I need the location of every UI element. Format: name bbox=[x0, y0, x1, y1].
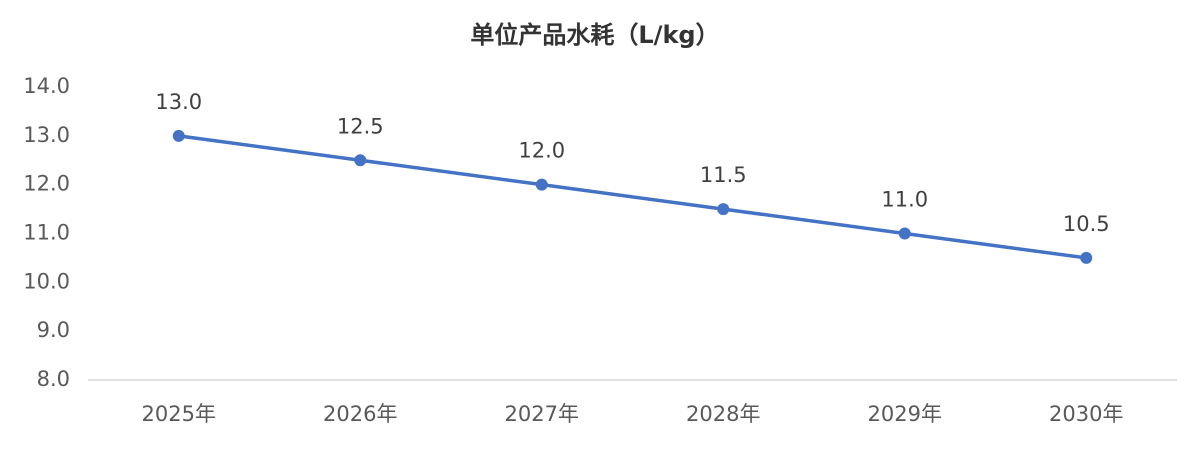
x-tick-label: 2028年 bbox=[686, 402, 760, 426]
y-tick-label: 11.0 bbox=[23, 221, 70, 245]
data-label: 13.0 bbox=[155, 90, 202, 114]
data-label: 11.0 bbox=[881, 188, 928, 212]
data-label: 12.0 bbox=[518, 139, 565, 163]
y-tick-label: 14.0 bbox=[23, 74, 70, 98]
y-tick-label: 9.0 bbox=[37, 318, 70, 342]
y-tick-label: 10.0 bbox=[23, 269, 70, 293]
x-tick-label: 2027年 bbox=[505, 402, 579, 426]
line bbox=[178, 134, 1087, 260]
marker bbox=[717, 203, 730, 216]
chart-title: 单位产品水耗（L/kg） bbox=[470, 21, 719, 49]
y-tick-label: 12.0 bbox=[23, 172, 70, 196]
marker bbox=[535, 178, 548, 191]
y-tick-label: 8.0 bbox=[37, 367, 70, 391]
x-tick-label: 2030年 bbox=[1049, 402, 1123, 426]
data-label: 11.5 bbox=[700, 163, 747, 187]
x-tick-label: 2025年 bbox=[142, 402, 216, 426]
data-label: 12.5 bbox=[337, 114, 384, 138]
marker bbox=[898, 227, 911, 240]
marker bbox=[1080, 251, 1093, 264]
data-label: 10.5 bbox=[1063, 212, 1110, 236]
x-tick-label: 2029年 bbox=[868, 402, 942, 426]
marker bbox=[354, 154, 367, 167]
x-tick-label: 2026年 bbox=[323, 402, 397, 426]
marker bbox=[172, 129, 185, 142]
y-tick-label: 13.0 bbox=[23, 123, 70, 147]
